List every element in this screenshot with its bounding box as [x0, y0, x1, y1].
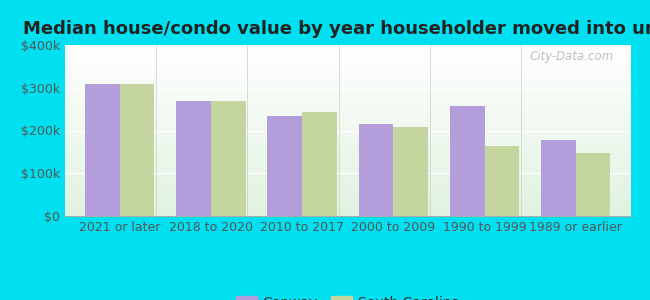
Bar — [541, 140, 576, 216]
Legend: Conway, South Carolina: Conway, South Carolina — [230, 290, 465, 300]
Bar — [450, 106, 484, 216]
Bar — [85, 84, 120, 216]
Bar — [268, 116, 302, 216]
Title: Median house/condo value by year householder moved into unit: Median house/condo value by year househo… — [23, 20, 650, 38]
Bar — [302, 112, 337, 216]
Bar — [176, 100, 211, 216]
Bar — [359, 124, 393, 216]
Bar — [450, 106, 484, 216]
Text: City-Data.com: City-Data.com — [529, 50, 614, 63]
Bar — [541, 140, 576, 216]
Bar — [393, 127, 428, 216]
Bar — [302, 112, 337, 216]
Bar — [393, 127, 428, 216]
Bar — [176, 100, 211, 216]
Bar — [576, 153, 610, 216]
Bar — [359, 124, 393, 216]
Bar — [268, 116, 302, 216]
Bar — [484, 146, 519, 216]
Bar — [211, 100, 246, 216]
Bar — [211, 100, 246, 216]
Bar — [484, 146, 519, 216]
Bar — [120, 84, 155, 216]
Bar — [120, 84, 155, 216]
Bar — [85, 84, 120, 216]
Bar — [576, 153, 610, 216]
